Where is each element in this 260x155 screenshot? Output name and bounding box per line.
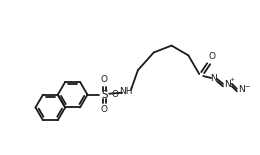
Text: N: N [238, 85, 245, 94]
Text: +: + [229, 78, 235, 82]
Text: O: O [101, 75, 108, 84]
Text: N: N [210, 74, 217, 84]
Text: O: O [209, 52, 216, 61]
Text: −: − [244, 83, 249, 88]
Text: O: O [112, 90, 119, 99]
Text: S: S [101, 90, 108, 100]
Text: NH: NH [119, 87, 133, 96]
Text: O: O [101, 105, 108, 114]
Text: N: N [225, 80, 231, 89]
